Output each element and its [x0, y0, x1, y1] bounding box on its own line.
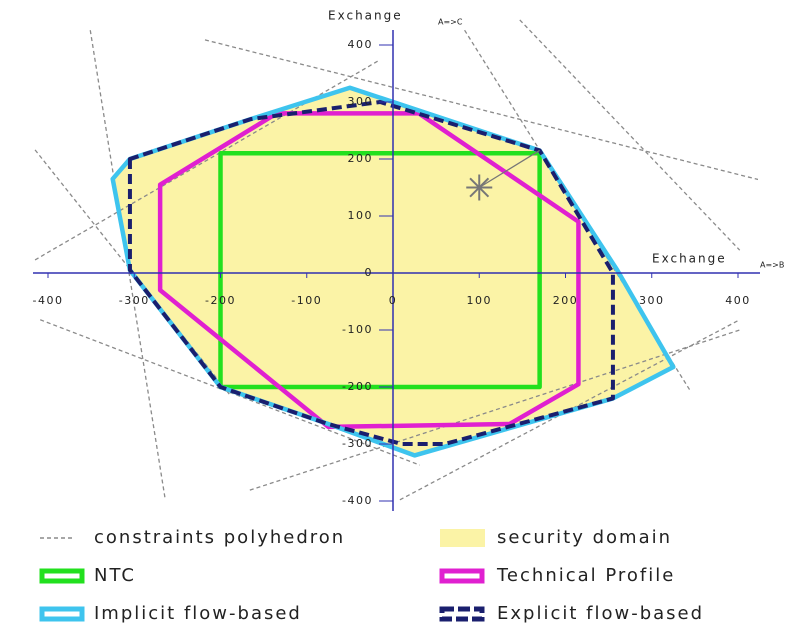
constraint-line — [249, 329, 740, 491]
legend-label: NTC — [94, 565, 136, 586]
y-tick-label: -300 — [342, 437, 373, 450]
point-marker-ray — [469, 177, 490, 198]
y-tick-label: -400 — [342, 494, 373, 507]
x-tick-label: 0 — [389, 294, 398, 307]
y-tick-label: -200 — [342, 380, 373, 393]
x-tick-label: 100 — [467, 294, 493, 307]
x-tick-label: 300 — [639, 294, 665, 307]
constraint-line — [89, 30, 166, 500]
y-tick-label: 200 — [348, 152, 374, 165]
x-tick-label: -400 — [33, 294, 64, 307]
x-tick-label: -200 — [205, 294, 236, 307]
y-tick-label: 400 — [348, 38, 374, 51]
legend-swatch — [439, 606, 485, 622]
y-axis-label: Exchange — [328, 9, 403, 23]
x-tick-label: 400 — [725, 294, 751, 307]
x-axis-label-sub: A=>B — [760, 261, 784, 270]
constraint-line — [34, 59, 381, 261]
polygon-outline — [127, 100, 615, 446]
polygon-outline — [157, 111, 581, 430]
legend-label: Explicit flow-based — [497, 603, 704, 624]
legend-swatch — [39, 606, 85, 622]
y-axis-label-sub: A=>C — [438, 18, 463, 27]
legend-label: security domain — [497, 527, 672, 548]
y-tick-label: 300 — [348, 95, 374, 108]
legend-swatch — [439, 568, 485, 584]
point-marker — [466, 174, 493, 201]
constraint-line — [204, 39, 758, 181]
x-tick-label: -300 — [119, 294, 150, 307]
y-tick-label: 100 — [348, 209, 374, 222]
legend-swatch — [39, 568, 85, 584]
y-tick-label: -100 — [342, 323, 373, 336]
legend: constraints polyhedron security domain NTC… — [39, 527, 704, 624]
x-tick-label: -100 — [291, 294, 322, 307]
legend-label: Implicit flow-based — [94, 603, 302, 624]
x-tick-label: 200 — [553, 294, 579, 307]
point-arrow — [478, 149, 540, 189]
legend-label: Technical Profile — [496, 565, 675, 586]
polygon-outline — [218, 151, 542, 390]
axes: -400 -300 -200 -100 0 100 200 300 400 -400 -300 -20… — [33, 30, 760, 511]
legend-swatch — [440, 529, 485, 547]
x-axis-label: Exchange — [652, 252, 727, 266]
y-tick-label: 0 — [365, 266, 374, 279]
legend-label: constraints polyhedron — [94, 527, 345, 548]
